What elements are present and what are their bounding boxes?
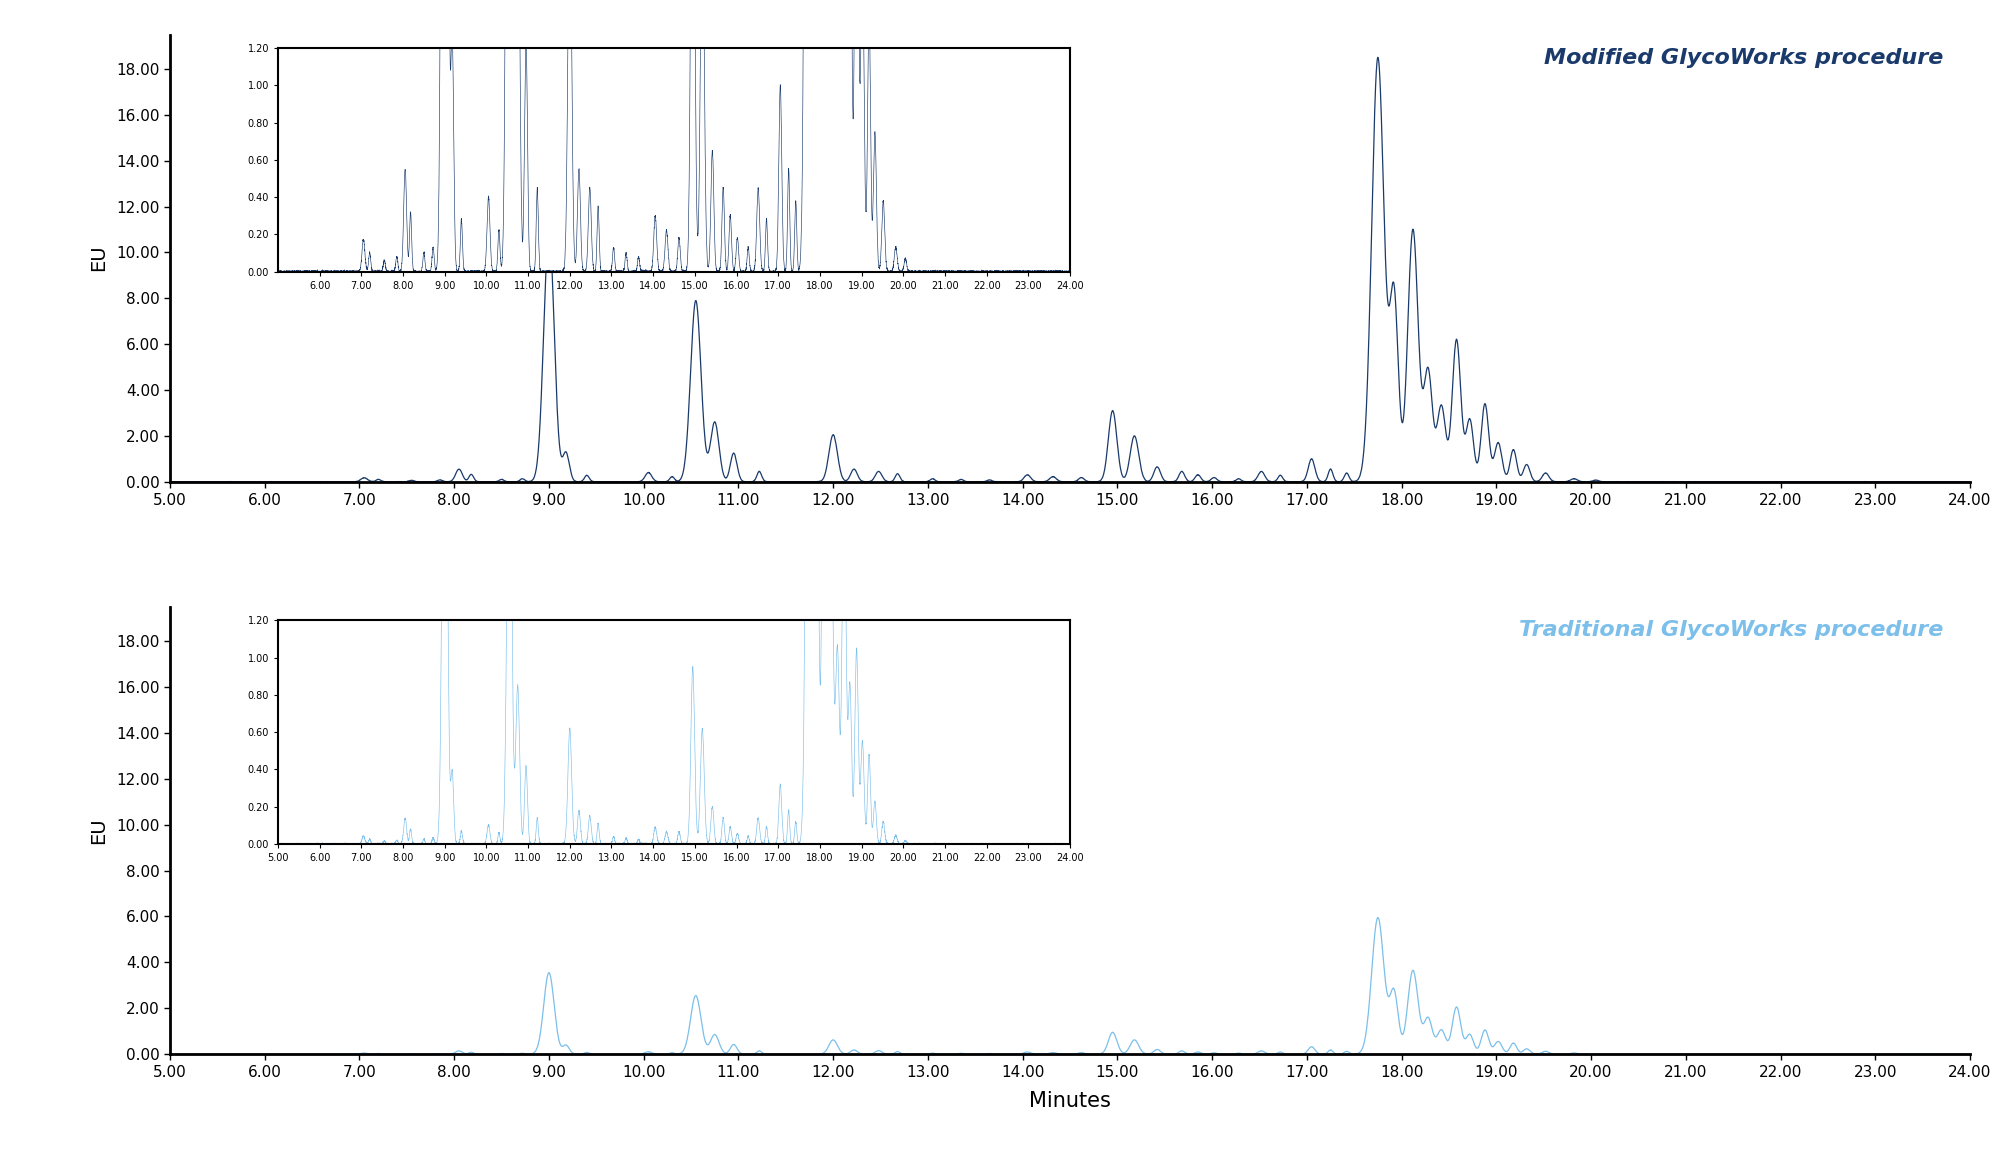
- Text: Traditional GlycoWorks procedure: Traditional GlycoWorks procedure: [1518, 620, 1944, 641]
- Text: Modified GlycoWorks procedure: Modified GlycoWorks procedure: [1544, 48, 1944, 68]
- Y-axis label: EU: EU: [88, 245, 108, 272]
- X-axis label: Minutes: Minutes: [1030, 1091, 1110, 1112]
- Y-axis label: EU: EU: [88, 817, 108, 843]
